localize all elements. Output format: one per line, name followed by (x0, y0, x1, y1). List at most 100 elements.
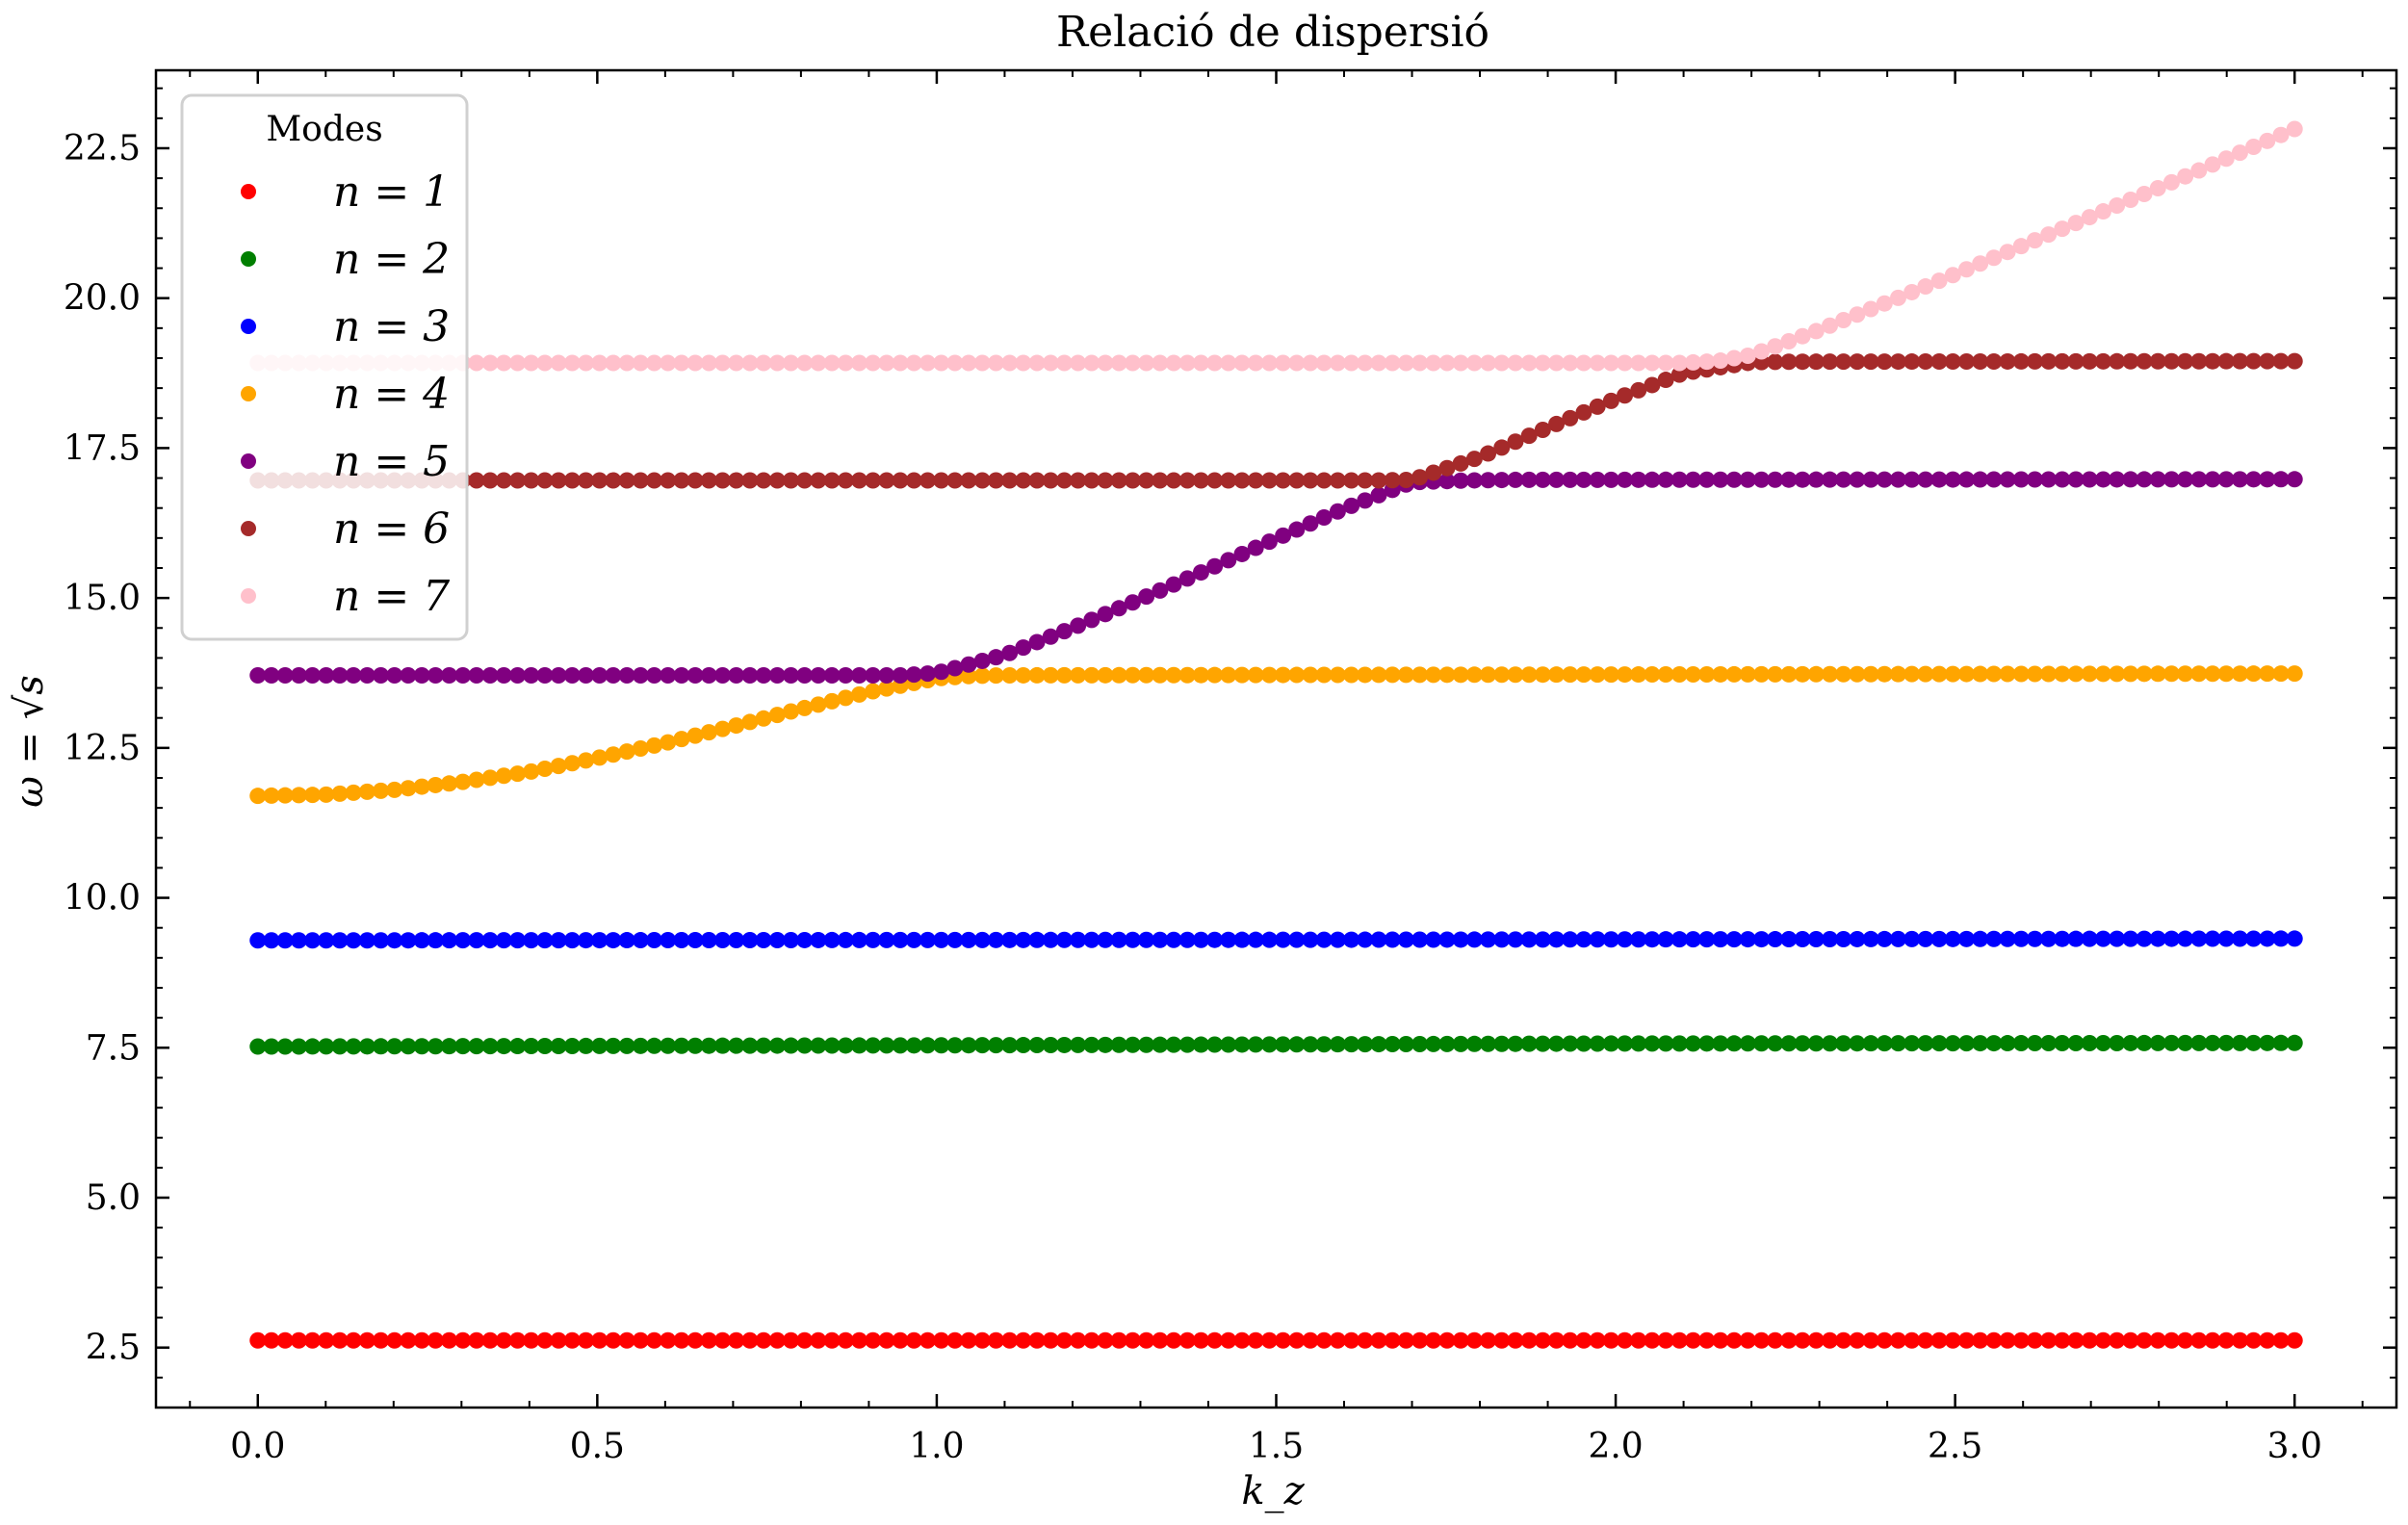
series-7 (249, 120, 2303, 372)
data-point (2190, 471, 2208, 488)
data-point (741, 666, 759, 684)
data-point (1985, 352, 2003, 370)
data-point (1780, 1035, 1798, 1052)
data-point (468, 1038, 485, 1055)
data-point (1247, 931, 1264, 948)
data-point (2054, 665, 2071, 683)
data-point (1397, 931, 1414, 948)
data-point (468, 932, 485, 949)
data-point (1917, 278, 1934, 296)
data-point (605, 1037, 622, 1054)
data-point (2162, 1034, 2180, 1051)
data-point (1438, 666, 1456, 684)
data-point (1644, 1331, 1661, 1349)
data-point (2026, 1331, 2043, 1349)
data-point (632, 932, 649, 949)
data-point (331, 932, 349, 949)
data-point (358, 1331, 375, 1349)
data-point (1725, 1035, 1743, 1052)
data-point (1275, 1331, 1292, 1349)
data-point (1957, 1331, 1975, 1349)
data-point (728, 1037, 745, 1054)
data-point (1944, 1331, 1961, 1349)
data-point (1876, 353, 1893, 371)
data-point (1315, 666, 1333, 684)
data-point (2162, 1331, 2180, 1349)
data-point (618, 932, 635, 949)
data-point (1452, 472, 1469, 489)
y-tick-label: 22.5 (64, 129, 141, 168)
data-point (1739, 665, 1756, 683)
data-point (1889, 930, 1906, 947)
legend-marker (241, 319, 256, 334)
data-point (1493, 666, 1511, 684)
x-tick-label: 2.5 (1928, 1427, 1982, 1466)
data-point (2149, 1331, 2166, 1349)
data-point (413, 1331, 430, 1349)
data-point (1015, 472, 1032, 489)
data-point (618, 1037, 635, 1054)
data-point (2094, 203, 2111, 220)
data-point (865, 354, 882, 372)
data-point (2272, 352, 2290, 370)
legend-label: n = 2 (333, 235, 450, 284)
data-point (563, 666, 581, 684)
data-point (578, 472, 595, 489)
data-point (1807, 323, 1825, 340)
data-point (263, 1331, 280, 1349)
data-point (1357, 1331, 1374, 1349)
data-point (1493, 472, 1511, 489)
data-point (2190, 162, 2208, 179)
data-point (1822, 471, 1839, 488)
data-point (1794, 1331, 1811, 1349)
data-point (1957, 471, 1975, 488)
data-point (1247, 354, 1264, 372)
data-point (1685, 353, 1702, 371)
data-point (1343, 472, 1360, 489)
data-point (728, 472, 745, 489)
data-point (660, 932, 677, 949)
data-point (2109, 665, 2126, 683)
data-point (1357, 492, 1374, 509)
data-point (728, 354, 745, 372)
data-point (1917, 1331, 1934, 1349)
data-point (1617, 1331, 1634, 1349)
data-point (1822, 1035, 1839, 1052)
data-point (1384, 666, 1401, 684)
data-point (509, 666, 527, 684)
data-point (1329, 1331, 1346, 1349)
data-point (1767, 665, 1784, 683)
data-point (850, 666, 867, 684)
data-point (1985, 249, 2003, 267)
data-point (1794, 353, 1811, 371)
data-point (1602, 1035, 1619, 1052)
data-point (1712, 1331, 1729, 1349)
data-point (1452, 931, 1469, 948)
data-point (2054, 471, 2071, 488)
data-point (1138, 1036, 1155, 1053)
data-point (2245, 1331, 2263, 1349)
data-point (2204, 352, 2221, 370)
data-point (1042, 1331, 1059, 1349)
data-point (1753, 931, 1771, 948)
data-point (1520, 1035, 1538, 1052)
data-point (468, 354, 485, 372)
data-point (1589, 1035, 1606, 1052)
data-point (605, 354, 622, 372)
data-point (2136, 186, 2153, 202)
x-tick-label: 1.5 (1249, 1427, 1304, 1466)
data-point (919, 1037, 936, 1054)
data-point (2162, 930, 2180, 947)
data-point (1589, 471, 1606, 488)
data-point (1985, 471, 2003, 488)
data-point (2067, 471, 2084, 488)
data-point (1685, 1035, 1702, 1052)
data-point (660, 1037, 677, 1054)
data-point (1698, 1035, 1716, 1052)
data-point (1807, 931, 1825, 947)
data-point (1343, 354, 1360, 372)
data-point (1015, 931, 1032, 948)
data-point (1097, 472, 1114, 489)
series-1 (249, 1331, 2303, 1349)
data-point (550, 758, 567, 775)
